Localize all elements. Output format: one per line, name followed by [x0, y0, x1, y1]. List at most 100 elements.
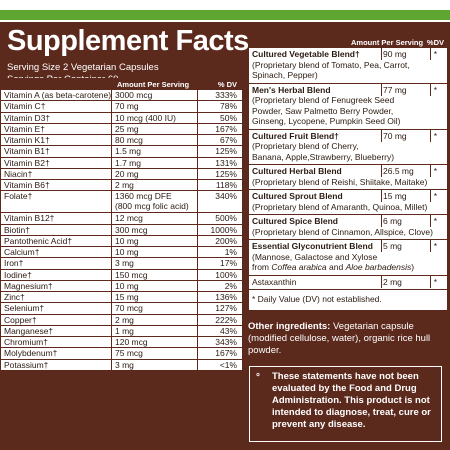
column-divider — [197, 269, 198, 280]
table-row: Potassium† 3 mg <1% — [1, 359, 242, 371]
nutrient-dv: 127% — [215, 303, 237, 314]
other-ingredients-label: Other ingredients: — [248, 321, 331, 332]
blend-amount: 77 mg — [383, 84, 407, 95]
column-divider — [197, 135, 198, 146]
nutrient-dv: 136% — [215, 292, 237, 302]
column-divider — [111, 135, 112, 146]
table-row: Pantothenic Acid† 10 mg 200% — [1, 235, 242, 247]
blend-name: Cultured Vegetable Blend† — [252, 49, 360, 59]
nutrient-dv: 340% — [215, 191, 237, 202]
nutrient-amount: 70 mg — [115, 101, 139, 112]
table-row: Manganese† 1 mg 43% — [1, 325, 242, 337]
table-row: Cultured Herbal Blend 26.5 mg * (Proprietar… — [249, 165, 447, 190]
blend-description: (Proprietary blend of Cinnamon, Allspice… — [252, 226, 433, 237]
nutrient-name: Iodine† — [4, 269, 32, 280]
blend-dv: * — [433, 241, 437, 251]
table-row: Cultured Sprout Blend 15 mg * (Proprietary … — [249, 190, 447, 215]
column-divider — [197, 146, 198, 157]
table-row: Zinc† 15 mg 136% — [1, 292, 242, 304]
nutrient-name: Potassium† — [4, 359, 49, 370]
nutrient-amount: 1 mg — [115, 325, 134, 336]
blend-name: Cultured Spice Blend — [252, 216, 338, 226]
table-row: Vitamin B6† 2 mg 118% — [1, 180, 242, 192]
page-title: Supplement Facts — [7, 25, 249, 57]
column-divider — [381, 83, 382, 96]
nutrient-name: Vitamin A (as beta-carotene) — [4, 90, 112, 100]
nutrient-amount: 10 mcg (400 IU) — [115, 112, 176, 123]
column-divider — [111, 191, 112, 213]
blend-description: (Proprietary blend of Fenugreek Seed — [252, 95, 395, 105]
fda-disclaimer-box: ° These statements have not been evaluat… — [249, 366, 442, 442]
table-row: Essential Glyconutrient Blend 5 mg * (Manno… — [249, 240, 447, 276]
bullet-icon: ° — [256, 372, 260, 383]
column-divider — [197, 224, 198, 235]
table-row: Vitamin B2† 1.7 mg 131% — [1, 157, 242, 169]
blend-dv: * — [433, 130, 437, 141]
description-text: and — [326, 262, 346, 272]
table-row: Cultured Fruit Blend† 70 mg * (Proprietary … — [249, 129, 447, 165]
nutrient-dv: 125% — [215, 168, 237, 179]
nutrient-dv: 43% — [219, 325, 237, 336]
table-header: Amount Per Serving % DV — [1, 79, 242, 90]
table-row: Chromium† 120 mcg 343% — [1, 337, 242, 349]
blend-amount: 70 mg — [383, 130, 407, 141]
column-divider — [381, 129, 382, 142]
nutrient-amount: 80 mcg — [115, 135, 143, 145]
nutrient-dv: 17% — [219, 258, 237, 269]
nutrient-amount: 12 mcg — [115, 213, 143, 224]
nutrient-amount: 3 mg — [115, 359, 134, 370]
column-divider — [197, 280, 198, 291]
column-divider — [197, 235, 198, 246]
blend-dv: * — [433, 191, 437, 201]
nutrient-amount: 1360 mcg DFE — [115, 191, 172, 202]
nutrient-amount: 120 mcg — [115, 337, 148, 347]
nutrient-name: Selenium† — [4, 303, 45, 314]
nutrient-dv: 333% — [215, 90, 237, 100]
column-divider — [197, 247, 198, 258]
column-divider — [197, 101, 198, 112]
blend-name: Cultured Sprout Blend — [252, 191, 343, 201]
nutrient-name: Chromium† — [4, 337, 48, 347]
other-ingredients: Other ingredients: Vegetarian capsule (m… — [248, 321, 446, 357]
column-divider — [197, 359, 198, 370]
nutrient-name: Vitamin K1† — [4, 135, 50, 145]
column-divider — [197, 292, 198, 303]
nutrient-amount: 10 mg — [115, 247, 139, 257]
nutrient-amount: 3 mg — [115, 258, 134, 269]
column-divider — [197, 180, 198, 191]
description-text: from — [252, 262, 272, 272]
table-row: Iodine† 150 mcg 100% — [1, 269, 242, 281]
blend-description: from Coffea arabica and Aloe barbadensis… — [252, 262, 444, 273]
serving-size: Serving Size 2 Vegetarian Capsules — [7, 62, 159, 73]
blend-name: Essential Glyconutrient Blend — [252, 241, 373, 251]
nutrient-amount: 2 mg — [115, 180, 134, 190]
table-row: Folate† 1360 mcg DFE (800 mcg folic acid) 3… — [1, 191, 242, 214]
column-divider — [430, 83, 431, 96]
column-divider — [111, 325, 112, 336]
column-divider — [111, 224, 112, 235]
nutrient-dv: 222% — [215, 314, 237, 325]
table-row: Molybdenum† 75 mcg 167% — [1, 348, 242, 360]
column-divider — [111, 146, 112, 157]
column-divider — [197, 168, 198, 179]
nutrient-name: Vitamin B6† — [4, 180, 50, 190]
nutrient-amount: 10 mg — [115, 235, 139, 246]
nutrient-name: Vitamin E† — [4, 123, 45, 134]
column-divider — [111, 269, 112, 280]
nutrient-dv: 167% — [215, 348, 237, 359]
column-divider — [197, 191, 198, 213]
column-divider — [430, 48, 431, 60]
table-row: Selenium† 70 mcg 127% — [1, 303, 242, 315]
column-divider — [111, 337, 112, 348]
green-accent-bar — [0, 10, 450, 20]
column-divider — [381, 275, 382, 288]
blends-table: Amount Per Serving %DV Cultured Vegetabl… — [248, 35, 448, 312]
column-divider — [430, 275, 431, 288]
nutrient-amount: 15 mg — [115, 292, 139, 302]
table-row: Vitamin B1† 1.5 mg 125% — [1, 146, 242, 158]
column-divider — [430, 129, 431, 142]
nutrient-name: Magnesium† — [4, 280, 53, 291]
nutrient-dv: 100% — [215, 269, 237, 280]
blend-description: (Proprietary blend of Amaranth, Quinoa, … — [252, 201, 428, 212]
table-row: Cultured Spice Blend 6 mg * (Proprietary bl… — [249, 215, 447, 240]
